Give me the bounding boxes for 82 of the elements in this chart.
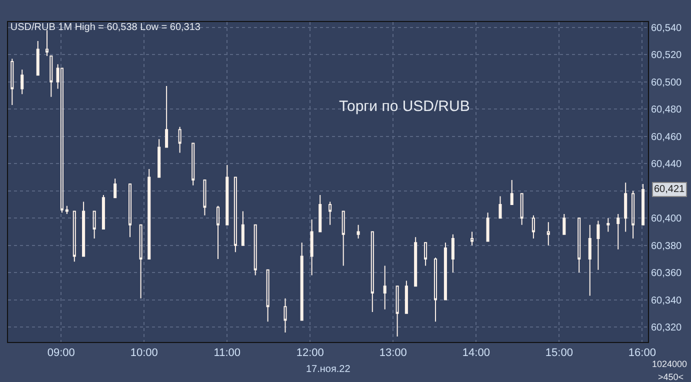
- candlestick: [624, 182, 628, 232]
- candlestick: [254, 224, 257, 276]
- text: >450<: [658, 372, 684, 382]
- candlestick: [520, 193, 524, 226]
- candlestick: [596, 220, 600, 270]
- candlestick: [451, 234, 454, 274]
- y-tick-label: 60,500: [651, 77, 682, 88]
- candlestick: [102, 194, 105, 230]
- candlestick: [165, 86, 168, 148]
- candlestick: [562, 214, 566, 235]
- candlestick: [616, 214, 620, 250]
- candlestick: [632, 190, 635, 240]
- candlestick: [404, 280, 408, 314]
- candlestick: [148, 168, 151, 260]
- candlestick: [588, 224, 592, 296]
- candlestick: [546, 222, 550, 246]
- candlestick: [470, 231, 474, 246]
- y-tick-label: 60,540: [651, 22, 682, 34]
- x-tick-label: 14:00: [462, 347, 490, 360]
- y-tick-label: 60,380: [651, 240, 682, 252]
- candlestick: [434, 257, 438, 322]
- candlestick: [20, 69, 24, 95]
- candlestick: [178, 126, 182, 154]
- x-tick-label: 15:00: [545, 347, 573, 360]
- candlestick: [10, 58, 14, 106]
- y-tick-label: 60,320: [651, 322, 682, 334]
- text: 17.ноя.22: [306, 364, 351, 375]
- candlestick: [192, 142, 195, 186]
- candlestick: [46, 30, 49, 57]
- candlestick: [310, 218, 314, 276]
- candlestick: [356, 224, 360, 240]
- candlestick: [139, 224, 142, 299]
- candlestick: [92, 210, 96, 240]
- candlestick: [216, 205, 220, 260]
- candlestick: [498, 196, 502, 219]
- candlestick: [284, 298, 287, 333]
- chart-title: USD/RUB 1M High = 60,538 Low = 60,313: [10, 22, 201, 33]
- candlestick: [50, 56, 53, 98]
- candlestick: [342, 210, 345, 266]
- candlestick: [203, 179, 206, 216]
- candlestick: [114, 178, 117, 198]
- candlestick: [486, 212, 490, 242]
- candlestick: [65, 205, 68, 214]
- x-tick-label: 10:00: [130, 347, 158, 360]
- candlestick: [532, 214, 535, 240]
- x-tick-label: 16:00: [628, 347, 656, 360]
- y-tick-label: 60,480: [651, 104, 682, 116]
- candlestick: [328, 201, 332, 226]
- y-tick-label: 60,340: [651, 295, 682, 306]
- y-tick-label: 60,400: [651, 214, 682, 225]
- y-tick-label: 60,520: [651, 50, 682, 62]
- y-tick-label: 60,360: [651, 268, 682, 280]
- text: 1024000: [652, 359, 688, 369]
- x-tick-label: 12:00: [296, 347, 324, 360]
- candlestick: [241, 210, 244, 246]
- candlestick: [128, 184, 132, 238]
- y-tick-label: 60,460: [651, 132, 682, 143]
- candlestick: [82, 201, 86, 257]
- candlestick: [578, 218, 581, 274]
- candlestick: [226, 164, 229, 226]
- y-tick-label: 60,440: [651, 159, 682, 170]
- candlestick: [396, 286, 399, 338]
- candlestick: [36, 40, 40, 76]
- candlestick: [318, 194, 322, 232]
- candlestick: [300, 242, 304, 321]
- candlestick: [158, 138, 161, 178]
- candlestick: [606, 218, 610, 232]
- candlestick: [642, 184, 645, 226]
- candlestick: [370, 231, 374, 313]
- candlestick: [414, 236, 418, 287]
- candlestick: [444, 242, 447, 300]
- candlestick: [383, 265, 386, 310]
- x-tick-label: 09:00: [47, 347, 75, 360]
- candlestick: [72, 210, 76, 262]
- candlestick: [510, 179, 514, 205]
- candlestick: [266, 269, 270, 322]
- x-tick-label: 11:00: [214, 347, 240, 360]
- candlestick: [424, 242, 428, 266]
- annotation: 60,421: [654, 184, 686, 195]
- candlestick: [234, 176, 237, 253]
- annotation: Торги по USD/RUB: [339, 98, 470, 115]
- x-tick-label: 13:00: [379, 347, 407, 360]
